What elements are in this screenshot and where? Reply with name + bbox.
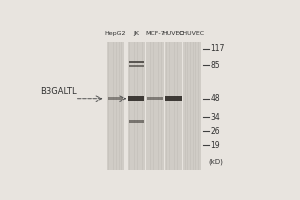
Text: 48: 48 bbox=[210, 94, 220, 103]
Bar bbox=[161, 42, 162, 170]
Text: 34: 34 bbox=[210, 113, 220, 122]
Bar bbox=[107, 97, 123, 100]
Bar bbox=[108, 42, 109, 170]
Bar bbox=[129, 61, 144, 63]
Text: 19: 19 bbox=[210, 141, 220, 150]
Bar bbox=[166, 42, 167, 170]
Bar bbox=[129, 120, 144, 123]
Bar bbox=[174, 42, 175, 170]
Text: 117: 117 bbox=[210, 44, 224, 53]
Bar bbox=[129, 65, 144, 67]
Bar bbox=[153, 42, 154, 170]
Bar bbox=[193, 42, 194, 170]
Text: B3GALTL: B3GALTL bbox=[40, 87, 76, 96]
Bar bbox=[107, 42, 124, 170]
Text: MCF-7: MCF-7 bbox=[145, 31, 165, 36]
Bar bbox=[128, 96, 144, 101]
Bar bbox=[190, 42, 191, 170]
Text: CHUVEC: CHUVEC bbox=[179, 31, 205, 36]
Bar bbox=[134, 42, 135, 170]
Text: 26: 26 bbox=[210, 127, 220, 136]
Bar bbox=[137, 42, 138, 170]
Bar bbox=[179, 42, 180, 170]
Text: (kD): (kD) bbox=[208, 158, 223, 165]
Bar bbox=[198, 42, 199, 170]
Bar bbox=[166, 96, 182, 101]
Bar bbox=[150, 42, 151, 170]
Bar bbox=[183, 42, 201, 170]
Bar bbox=[128, 42, 145, 170]
Bar bbox=[111, 42, 112, 170]
Bar bbox=[147, 97, 163, 100]
Bar bbox=[146, 42, 164, 170]
Text: 85: 85 bbox=[210, 61, 220, 70]
Bar bbox=[158, 42, 159, 170]
Bar bbox=[177, 42, 178, 170]
Bar bbox=[165, 42, 182, 170]
Bar bbox=[116, 42, 117, 170]
Text: HUVEC: HUVEC bbox=[163, 31, 184, 36]
Bar bbox=[129, 42, 130, 170]
Bar bbox=[113, 42, 114, 170]
Text: JK: JK bbox=[133, 31, 139, 36]
Text: HepG2: HepG2 bbox=[105, 31, 126, 36]
Bar bbox=[142, 42, 143, 170]
